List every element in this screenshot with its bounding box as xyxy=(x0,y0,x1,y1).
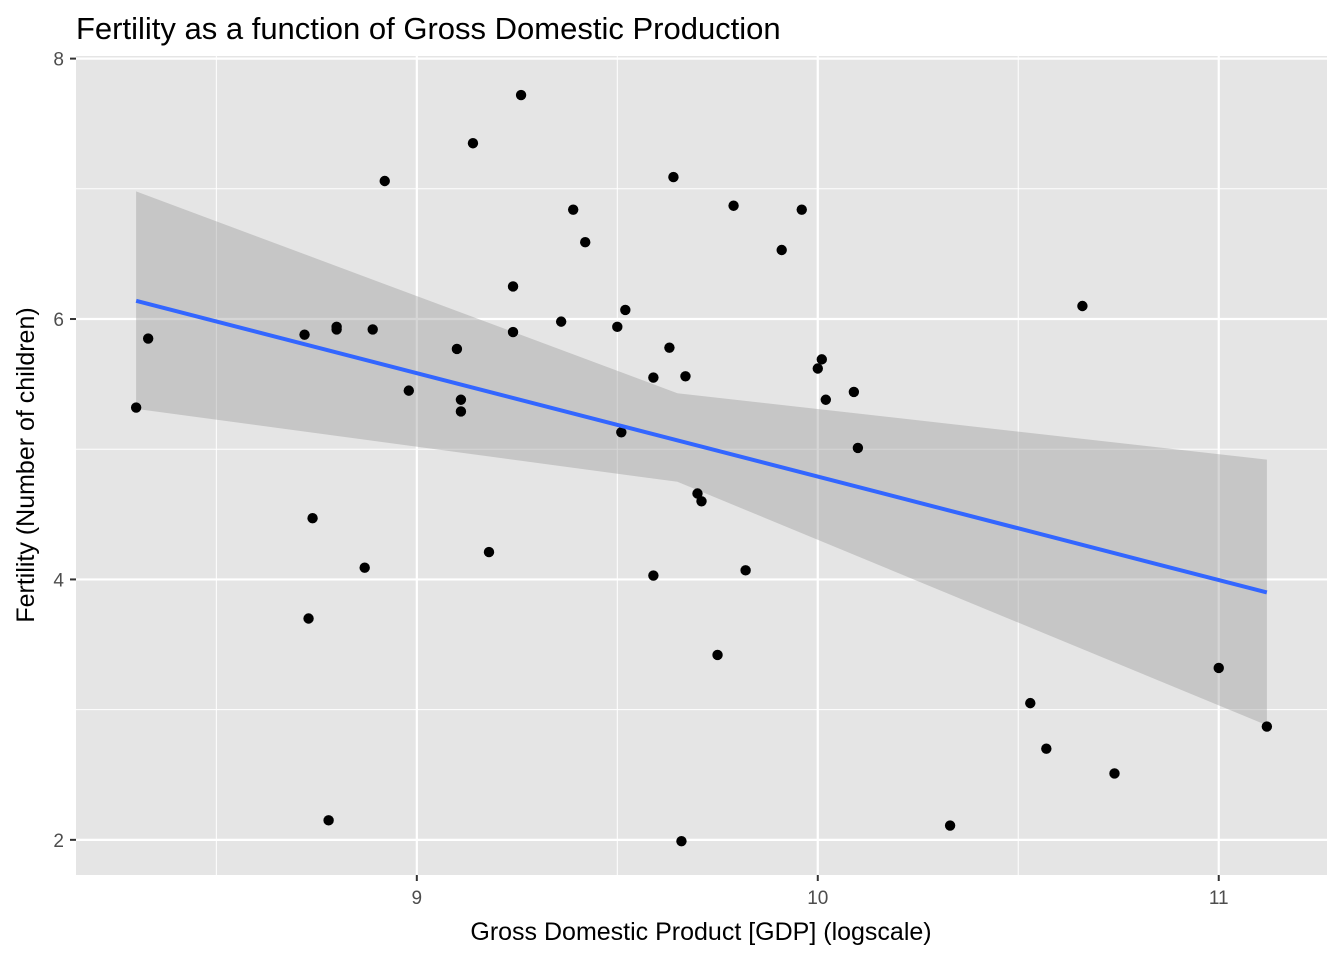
data-point xyxy=(483,546,495,558)
data-point xyxy=(507,281,519,292)
y-tick-label: 2 xyxy=(53,831,64,852)
data-point xyxy=(567,204,579,215)
y-axis-title: Fertility (Number of children) xyxy=(12,307,40,622)
data-point xyxy=(648,570,659,581)
y-tick-label: 8 xyxy=(53,50,64,71)
data-point xyxy=(820,394,831,405)
data-point xyxy=(712,649,723,661)
data-point xyxy=(816,354,827,365)
trend-line xyxy=(135,298,1268,595)
data-point xyxy=(776,244,787,256)
data-point xyxy=(367,324,378,335)
data-point xyxy=(555,316,567,327)
data-point xyxy=(331,324,342,335)
data-point xyxy=(728,200,739,211)
data-point xyxy=(467,138,479,149)
chart-title: Fertility as a function of Gross Domesti… xyxy=(76,11,781,46)
data-point xyxy=(359,562,370,573)
trend-line-group xyxy=(135,298,1268,595)
y-tick-label: 6 xyxy=(53,310,64,331)
data-point xyxy=(455,394,467,405)
data-point xyxy=(323,815,334,826)
data-point xyxy=(515,89,527,101)
data-point xyxy=(692,488,703,499)
data-point xyxy=(1077,300,1088,312)
data-point xyxy=(664,342,675,353)
data-point xyxy=(1041,743,1052,754)
data-point xyxy=(796,204,807,215)
data-point xyxy=(612,321,623,333)
data-point xyxy=(676,835,687,847)
data-point xyxy=(680,371,691,382)
data-point xyxy=(580,236,591,248)
grid-lines xyxy=(76,56,1327,875)
data-point xyxy=(1213,662,1224,674)
data-point xyxy=(1109,768,1120,779)
x-tick-label: 10 xyxy=(807,888,828,909)
points-group xyxy=(130,89,1273,847)
data-point xyxy=(130,402,142,413)
data-point xyxy=(455,406,467,417)
plot-panel xyxy=(76,56,1327,875)
data-point xyxy=(648,372,659,383)
data-point xyxy=(696,496,707,507)
data-point xyxy=(620,304,631,316)
data-point xyxy=(848,386,860,398)
y-tick-label: 4 xyxy=(53,570,64,591)
data-point xyxy=(451,343,463,355)
data-point xyxy=(379,175,390,187)
confidence-band-group xyxy=(136,191,1267,726)
axes: 9 10 11 2 4 6 8 xyxy=(53,50,1228,909)
data-point xyxy=(1261,721,1273,732)
data-point xyxy=(616,427,627,438)
data-point xyxy=(852,442,864,454)
data-point xyxy=(403,385,414,396)
data-point xyxy=(307,513,318,524)
data-point xyxy=(944,820,956,831)
data-point xyxy=(1025,697,1036,709)
data-point xyxy=(142,333,154,344)
x-axis-title: Gross Domestic Product [GDP] (logscale) xyxy=(470,918,931,946)
x-tick-label: 11 xyxy=(1209,888,1229,909)
data-point xyxy=(812,363,823,374)
data-point xyxy=(740,565,751,576)
x-tick-label: 9 xyxy=(412,888,423,909)
data-point xyxy=(299,329,310,340)
data-point xyxy=(668,171,679,183)
data-point xyxy=(507,326,519,338)
confidence-band xyxy=(136,191,1267,726)
data-point xyxy=(303,613,314,624)
